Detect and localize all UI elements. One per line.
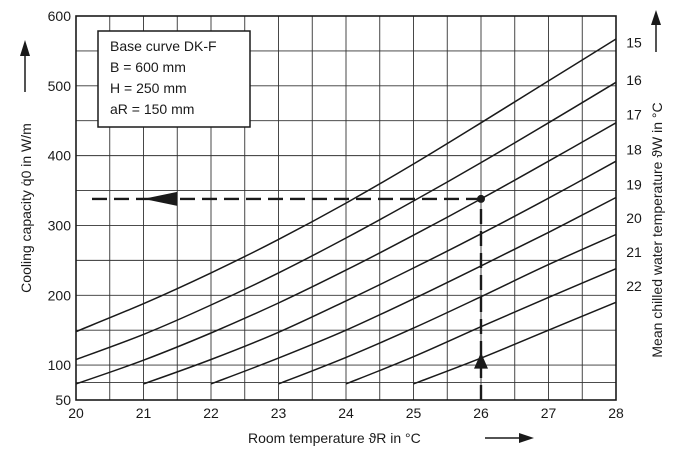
reading-arrow-left [143,191,178,206]
example-reading [92,191,488,400]
x-tick-label: 20 [68,405,84,421]
reading-arrow-up [474,352,488,369]
series-label-16: 16 [626,72,642,88]
x-axis-label: Room temperature ϑR in °C [248,430,421,446]
x-axis-arrow-head [519,433,534,443]
x-tick-label: 26 [473,405,489,421]
series-line-20 [278,233,617,385]
reading-point [477,194,485,203]
y-axis-left-title: Cooling capacity q̇0 in W/m [18,123,34,293]
legend-box: Base curve DK-F B = 600 mm H = 250 mm aR… [97,30,251,128]
series-line-17 [75,122,617,385]
series-line-22 [413,301,617,385]
y-axis-left-arrow-head [20,40,30,56]
series-line-19 [210,196,617,385]
legend-line-h: H = 250 mm [110,80,187,96]
series-label-21: 21 [626,244,642,260]
y-axis-left-label: Cooling capacity q̇0 in W/m [18,123,34,293]
y-axis-right-label: Mean chilled water temperature ϑW in °C [649,102,665,357]
curve-labels: 15 16 17 18 19 20 21 22 [626,35,642,295]
legend-line-ar: aR = 150 mm [110,101,194,117]
x-tick-labels: 20 21 22 23 24 25 26 27 28 [68,405,624,421]
series-label-19: 19 [626,176,642,192]
x-tick-label: 21 [136,405,152,421]
series-line-18 [143,160,617,385]
series-label-15: 15 [626,35,642,51]
series-label-18: 18 [626,141,642,157]
y-tick-label: 200 [48,287,72,303]
y-tick-label: 400 [48,148,72,164]
x-tick-label: 22 [203,405,219,421]
series-label-17: 17 [626,106,642,122]
y-axis-right-title: Mean chilled water temperature ϑW in °C [649,102,665,357]
plot-frame [75,15,617,401]
legend-frame [97,30,251,128]
y-tick-label: 100 [48,357,72,373]
y-tick-label: 600 [48,8,72,24]
series-group [75,38,617,385]
x-axis-title: Room temperature ϑR in °C [248,430,534,446]
legend-line-b: B = 600 mm [110,59,186,75]
y-tick-label: 500 [48,78,72,94]
series-label-22: 22 [626,278,642,294]
x-tick-label: 23 [271,405,287,421]
y-tick-label: 300 [48,217,72,233]
x-tick-label: 27 [541,405,557,421]
x-tick-label: 24 [338,405,354,421]
series-line-16 [75,81,617,361]
series-line-15 [75,38,617,333]
y-tick-label: 50 [55,392,71,408]
x-tick-label: 28 [608,405,624,421]
y-axis-right-arrow-head [651,10,661,25]
series-label-20: 20 [626,210,642,226]
legend-title: Base curve DK-F [110,38,217,54]
y-tick-labels: 50 100 200 300 400 500 600 [48,8,72,408]
x-tick-label: 25 [406,405,422,421]
